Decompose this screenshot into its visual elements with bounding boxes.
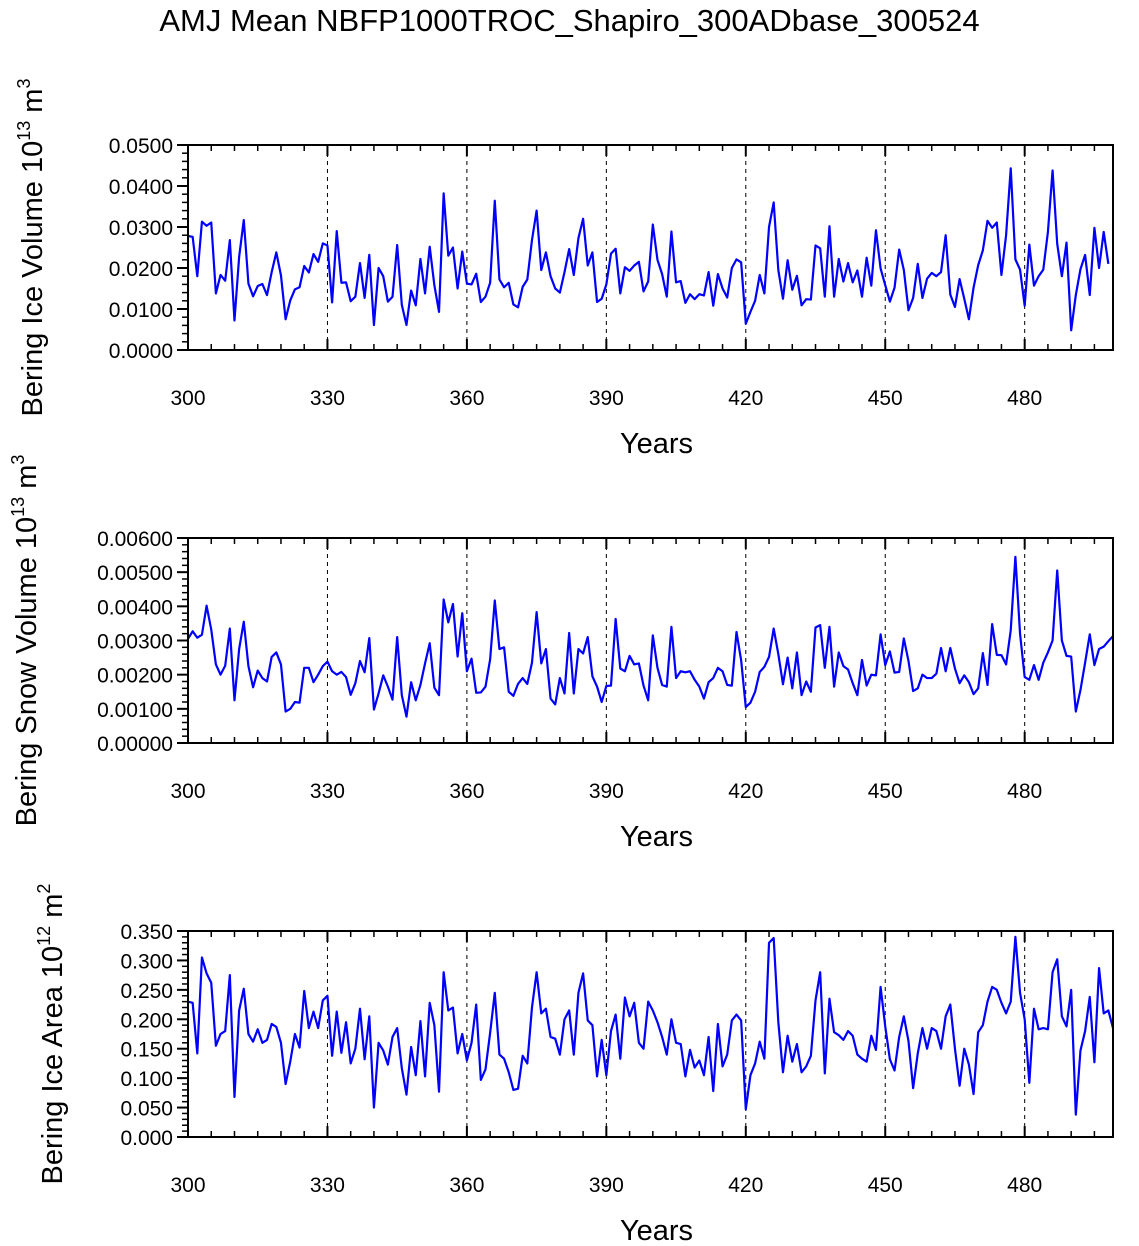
x-tick-label: 450	[868, 387, 903, 410]
y-tick-label: 0.250	[120, 980, 173, 1003]
y-tick-label: 0.100	[120, 1068, 173, 1091]
y-tick-label: 0.00200	[97, 665, 173, 688]
y-tick-label: 0.00300	[97, 631, 173, 654]
x-axis-title: Years	[620, 821, 693, 853]
y-axis-title-text: Bering Snow Volume 10	[11, 517, 43, 827]
y-tick-label: 0.00600	[97, 528, 173, 551]
x-tick-label: 480	[1007, 387, 1042, 410]
y-tick-label: 0.350	[120, 921, 173, 944]
x-tick-label: 330	[310, 780, 345, 803]
y-tick-label: 0.0500	[109, 135, 173, 158]
y-axis-title-text: Bering Ice Area 10	[37, 946, 69, 1185]
series-line	[187, 555, 1114, 718]
y-tick-label: 0.00100	[97, 699, 173, 722]
chart-snow-volume: 300 330 360 390 420 450 480 0.00000 0.00100 0.002…	[8, 455, 1114, 853]
x-tick-label: 330	[310, 387, 345, 410]
y-axis-title-superscript: 3	[8, 455, 28, 465]
x-tick-label: 300	[170, 1174, 205, 1197]
x-tick-label: 390	[589, 387, 624, 410]
y-tick-label: 0.0000	[109, 340, 173, 363]
y-axis-title: Bering Snow Volume 1013 m3	[8, 455, 43, 827]
y-tick-label: 0.00000	[97, 733, 173, 756]
chart-ice-area: 300 330 360 390 420 450 480 0.000 0.050 0.100 0.15…	[34, 884, 1115, 1246]
y-axis-title-text: m	[17, 89, 49, 121]
plot-frame	[187, 144, 1114, 351]
x-tick-label: 330	[310, 1174, 345, 1197]
y-tick-label: 0.0100	[109, 299, 173, 322]
page-title: AMJ Mean NBFP1000TROC_Shapiro_300ADbase_…	[159, 3, 980, 38]
y-axis-title-text: m	[11, 465, 43, 497]
series-line	[187, 935, 1115, 1116]
x-tick-label: 360	[449, 780, 484, 803]
y-tick-label: 0.050	[120, 1098, 173, 1121]
x-tick-label: 300	[170, 387, 205, 410]
x-tick-label: 360	[449, 1174, 484, 1197]
y-axis-title-text: m	[37, 894, 69, 926]
chart-ice-volume: 300 330 360 390 420 450 480 0.0000 0.0100 0.0200 0…	[14, 79, 1114, 460]
x-tick-label: 450	[868, 1174, 903, 1197]
series-line	[187, 167, 1110, 332]
y-axis-title-superscript: 13	[14, 121, 34, 141]
y-tick-label: 0.000	[120, 1127, 173, 1150]
x-axis-title: Years	[620, 1215, 693, 1246]
y-axis-title: Bering Ice Area 1012 m2	[34, 884, 69, 1185]
x-tick-label: 420	[728, 1174, 763, 1197]
y-axis-title-superscript: 2	[34, 884, 54, 894]
y-tick-label: 0.00500	[97, 562, 173, 585]
x-tick-label: 420	[728, 780, 763, 803]
y-tick-label: 0.00400	[97, 596, 173, 619]
plot-frame	[187, 537, 1114, 744]
y-tick-label: 0.300	[120, 950, 173, 973]
x-tick-label: 390	[589, 780, 624, 803]
plot-frame	[187, 930, 1114, 1138]
y-axis-title-superscript: 12	[34, 926, 54, 946]
y-tick-label: 0.0300	[109, 217, 173, 240]
y-tick-label: 0.200	[120, 1009, 173, 1032]
x-tick-label: 480	[1007, 780, 1042, 803]
y-axis-title-text: Bering Ice Volume 10	[17, 141, 49, 417]
x-tick-label: 420	[728, 387, 763, 410]
x-tick-label: 480	[1007, 1174, 1042, 1197]
y-axis-title-superscript: 3	[14, 79, 34, 89]
x-tick-label: 300	[170, 780, 205, 803]
y-axis-title-superscript: 13	[8, 497, 28, 517]
y-tick-label: 0.150	[120, 1039, 173, 1062]
y-tick-label: 0.0400	[109, 176, 173, 199]
x-tick-label: 390	[589, 1174, 624, 1197]
x-tick-label: 450	[868, 780, 903, 803]
x-tick-label: 360	[449, 387, 484, 410]
x-axis-title: Years	[620, 428, 693, 460]
y-tick-label: 0.0200	[109, 258, 173, 281]
y-axis-title: Bering Ice Volume 1013 m3	[14, 79, 49, 417]
